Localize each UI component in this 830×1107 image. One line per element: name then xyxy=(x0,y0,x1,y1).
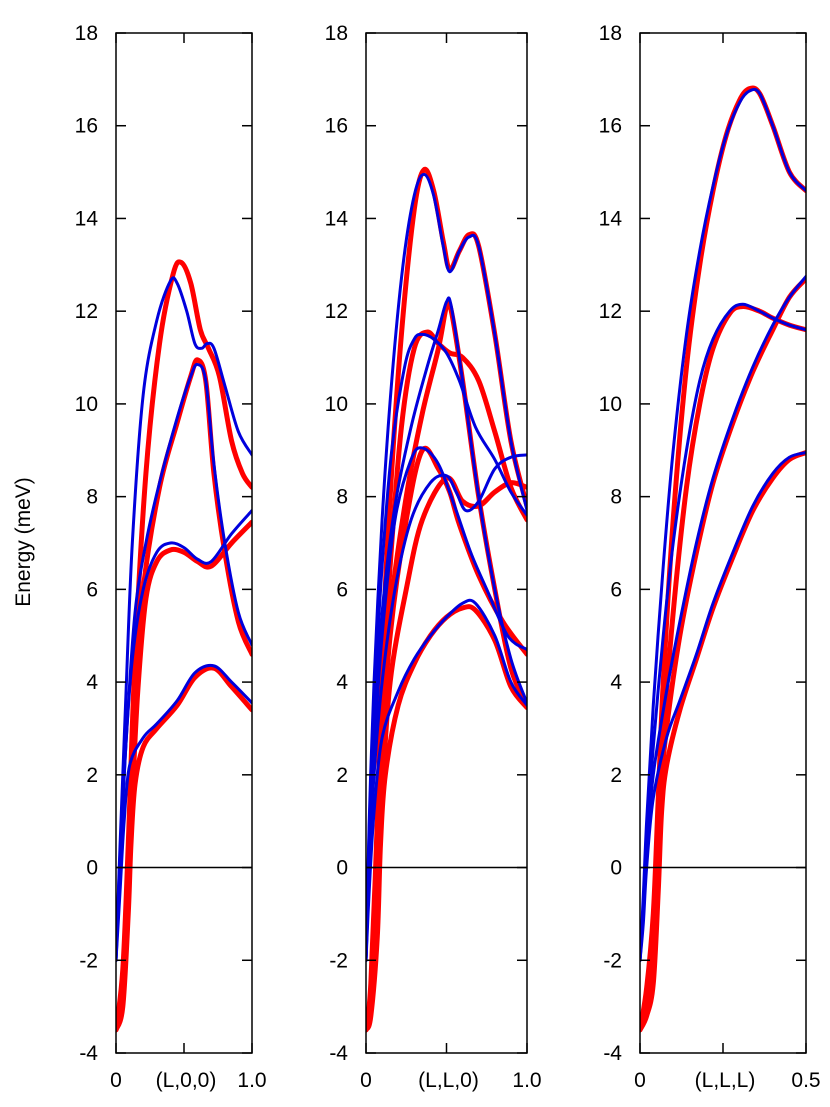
y-tick-label: 10 xyxy=(325,393,348,416)
y-tick-label: -4 xyxy=(329,1042,348,1065)
blue-dispersion-line xyxy=(640,302,806,962)
y-tick-label: 4 xyxy=(336,671,348,694)
y-tick-label: 2 xyxy=(86,764,98,787)
x-tick-label: 0 xyxy=(634,1069,646,1092)
y-tick-label: -4 xyxy=(79,1042,98,1065)
y-tick-label: 16 xyxy=(599,115,622,138)
y-tick-label: -2 xyxy=(79,949,98,972)
y-tick-label: 10 xyxy=(599,393,622,416)
y-tick-label: 0 xyxy=(610,857,622,880)
y-tick-label: 6 xyxy=(86,578,98,601)
blue-dispersion-line xyxy=(366,598,527,962)
y-tick-label: 2 xyxy=(336,764,348,787)
y-tick-label: 18 xyxy=(599,22,622,45)
y-tick-label: -2 xyxy=(603,949,622,972)
y-tick-label: 4 xyxy=(86,671,98,694)
y-tick-label: 12 xyxy=(599,300,622,323)
blue-dispersion-line xyxy=(116,362,252,962)
y-tick-label: 16 xyxy=(325,115,348,138)
y-tick-label: 0 xyxy=(86,857,98,880)
x-tick-label: 0.5 xyxy=(791,1069,820,1092)
y-tick-label: -4 xyxy=(603,1042,622,1065)
panels: -4 -2 0 2 4 6 8 10 12 14 16 18 0 1.0 (L,0,0) -4 -2 0 2 4 6 8 1… xyxy=(75,22,821,1092)
series-group xyxy=(640,85,806,1033)
red-dispersion-line xyxy=(116,259,252,1033)
x-tick-label: 0 xyxy=(360,1069,372,1092)
y-tick-label: 8 xyxy=(610,486,622,509)
y-tick-label: 8 xyxy=(336,486,348,509)
y-tick-label: 14 xyxy=(325,207,349,230)
y-tick-label: 12 xyxy=(75,300,98,323)
x-tick-label: 1.0 xyxy=(512,1069,541,1092)
y-tick-label: 6 xyxy=(336,578,348,601)
series-group xyxy=(116,259,252,1033)
y-tick-label: 12 xyxy=(325,300,348,323)
blue-dispersion-line xyxy=(116,276,252,962)
y-tick-label: 14 xyxy=(599,207,623,230)
y-axis-label: Energy (meV) xyxy=(12,477,35,607)
x-axis-label: (L,L,0) xyxy=(418,1069,479,1092)
y-tick-label: -2 xyxy=(329,949,348,972)
y-tick-label: 18 xyxy=(325,22,348,45)
y-tick-label: 2 xyxy=(610,764,622,787)
panel-2: -4 -2 0 2 4 6 8 10 12 14 16 18 0 1.0 (L,L,0) xyxy=(325,22,542,1092)
panel-1: -4 -2 0 2 4 6 8 10 12 14 16 18 0 1.0 (L,0,0) xyxy=(75,22,267,1092)
x-axis-label: (L,0,0) xyxy=(156,1069,217,1092)
blue-dispersion-line xyxy=(640,87,806,962)
series-group xyxy=(366,166,527,1033)
y-tick-label: 10 xyxy=(75,393,98,416)
x-tick-label: 1.0 xyxy=(237,1069,266,1092)
y-tick-label: 18 xyxy=(75,22,98,45)
y-tick-label: 14 xyxy=(75,207,99,230)
y-tick-label: 8 xyxy=(86,486,98,509)
x-tick-label: 0 xyxy=(110,1069,122,1092)
panel-3: -4 -2 0 2 4 6 8 10 12 14 16 18 0 0.5 (L,L,L) xyxy=(599,22,821,1092)
blue-dispersion-line xyxy=(366,172,527,962)
y-tick-label: 0 xyxy=(336,857,348,880)
x-axis-label: (L,L,L) xyxy=(695,1069,756,1092)
y-tick-label: 4 xyxy=(610,671,622,694)
y-tick-label: 16 xyxy=(75,115,98,138)
y-tick-label: 6 xyxy=(610,578,622,601)
